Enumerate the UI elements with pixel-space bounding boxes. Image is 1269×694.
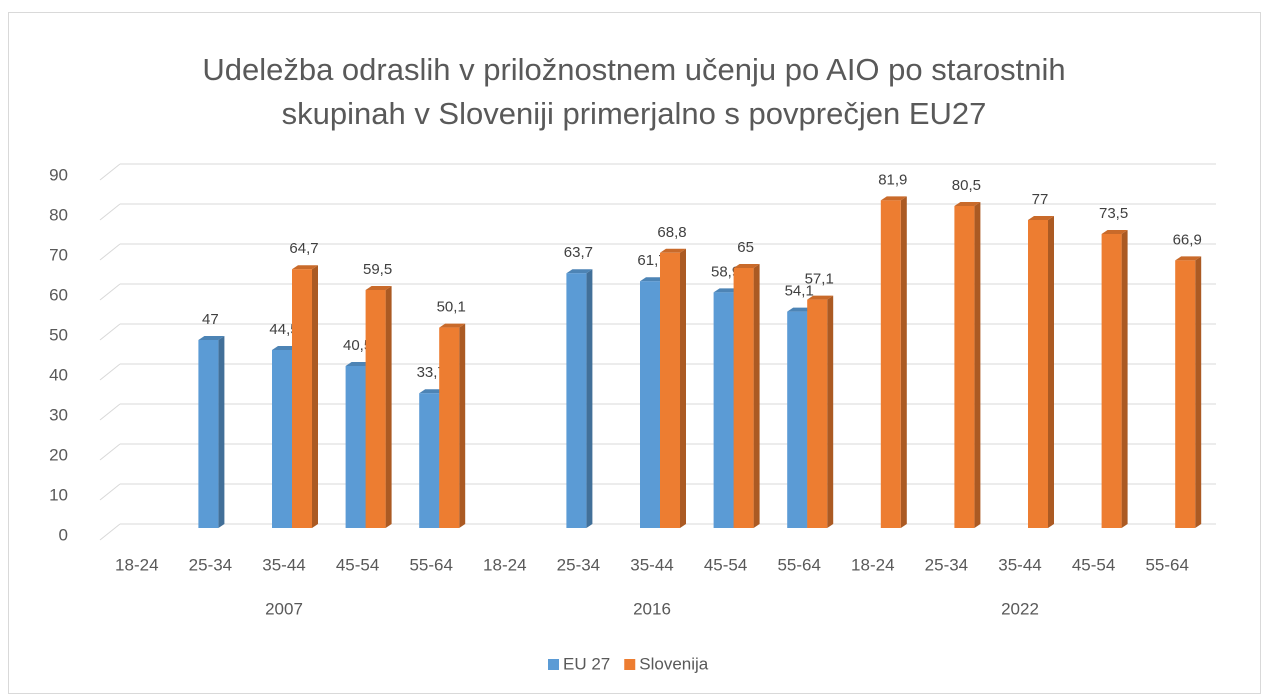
y-tick-label: 20 [49, 445, 68, 464]
data-label: 65 [737, 239, 754, 256]
bar [439, 323, 466, 528]
data-label: 77 [1032, 191, 1049, 208]
data-label: 33,7 [417, 364, 446, 381]
data-label: 57,1 [805, 271, 834, 288]
x-tick-label: 25-34 [925, 555, 968, 574]
data-label: 54,1 [785, 283, 814, 300]
grid-line [99, 403, 121, 421]
y-tick-label: 40 [49, 365, 68, 384]
bar [807, 295, 834, 528]
x-tick-label: 55-64 [409, 555, 452, 574]
x-tick-label: 25-34 [189, 555, 232, 574]
grid-line [99, 163, 121, 181]
data-label: 81,9 [878, 171, 907, 188]
group-label: 2007 [265, 599, 303, 618]
x-tick-label: 18-24 [851, 555, 894, 574]
bar [198, 336, 225, 528]
data-label: 58,9 [711, 263, 740, 280]
x-tick-label: 35-44 [262, 555, 305, 574]
y-tick-label: 60 [49, 285, 68, 304]
y-tick-label: 30 [49, 405, 68, 424]
chart-title: Udeležba odraslih v priložnostnem učenju… [202, 52, 1065, 87]
y-tick-label: 50 [49, 325, 68, 344]
bar [880, 196, 907, 528]
grid-line [99, 203, 121, 221]
bar [365, 286, 392, 528]
bar [1175, 256, 1202, 528]
grid-line [99, 283, 121, 301]
data-label: 47 [202, 311, 219, 328]
bar [733, 264, 760, 528]
data-label: 73,5 [1099, 205, 1128, 222]
data-label: 80,5 [952, 177, 981, 194]
y-tick-label: 10 [49, 485, 68, 504]
group-label: 2022 [1001, 599, 1039, 618]
x-tick-label: 45-54 [704, 555, 747, 574]
y-tick-label: 90 [49, 165, 68, 184]
x-tick-label: 55-64 [777, 555, 820, 574]
bar [660, 248, 686, 529]
data-label: 66,9 [1173, 231, 1202, 248]
data-label: 68,8 [657, 224, 686, 241]
x-tick-label: 35-44 [630, 555, 673, 574]
data-label: 59,5 [363, 261, 392, 278]
x-tick-label: 25-34 [557, 555, 600, 574]
x-tick-label: 55-64 [1145, 555, 1188, 574]
grid-line [99, 243, 121, 261]
grid-line [99, 323, 121, 341]
legend-label: Slovenija [639, 654, 709, 673]
grid-line [99, 523, 121, 541]
data-label: 64,7 [289, 240, 318, 257]
data-label: 63,7 [564, 244, 593, 261]
data-label: 44,5 [269, 321, 298, 338]
x-tick-label: 18-24 [115, 555, 158, 574]
bar [292, 265, 318, 528]
bar [1101, 230, 1128, 528]
x-tick-label: 35-44 [998, 555, 1041, 574]
grid-line [99, 443, 121, 461]
data-label: 40,5 [343, 337, 372, 354]
y-tick-label: 70 [49, 245, 68, 264]
y-tick-label: 80 [49, 205, 68, 224]
bar [566, 269, 593, 528]
data-label: 50,1 [437, 299, 466, 316]
x-tick-label: 45-54 [1072, 555, 1115, 574]
grid-line [99, 483, 121, 501]
bar [954, 202, 981, 528]
grid-line [99, 363, 121, 381]
bar [1028, 216, 1054, 528]
group-label: 2016 [633, 599, 671, 618]
chart-title: skupinah v Sloveniji primerjalno s povpr… [282, 96, 987, 131]
x-tick-label: 18-24 [483, 555, 526, 574]
y-tick-label: 0 [59, 525, 68, 544]
x-tick-label: 45-54 [336, 555, 379, 574]
data-label: 61,7 [637, 252, 666, 269]
legend-swatch [624, 659, 636, 670]
legend-label: EU 27 [563, 654, 610, 673]
legend-swatch [548, 659, 559, 670]
